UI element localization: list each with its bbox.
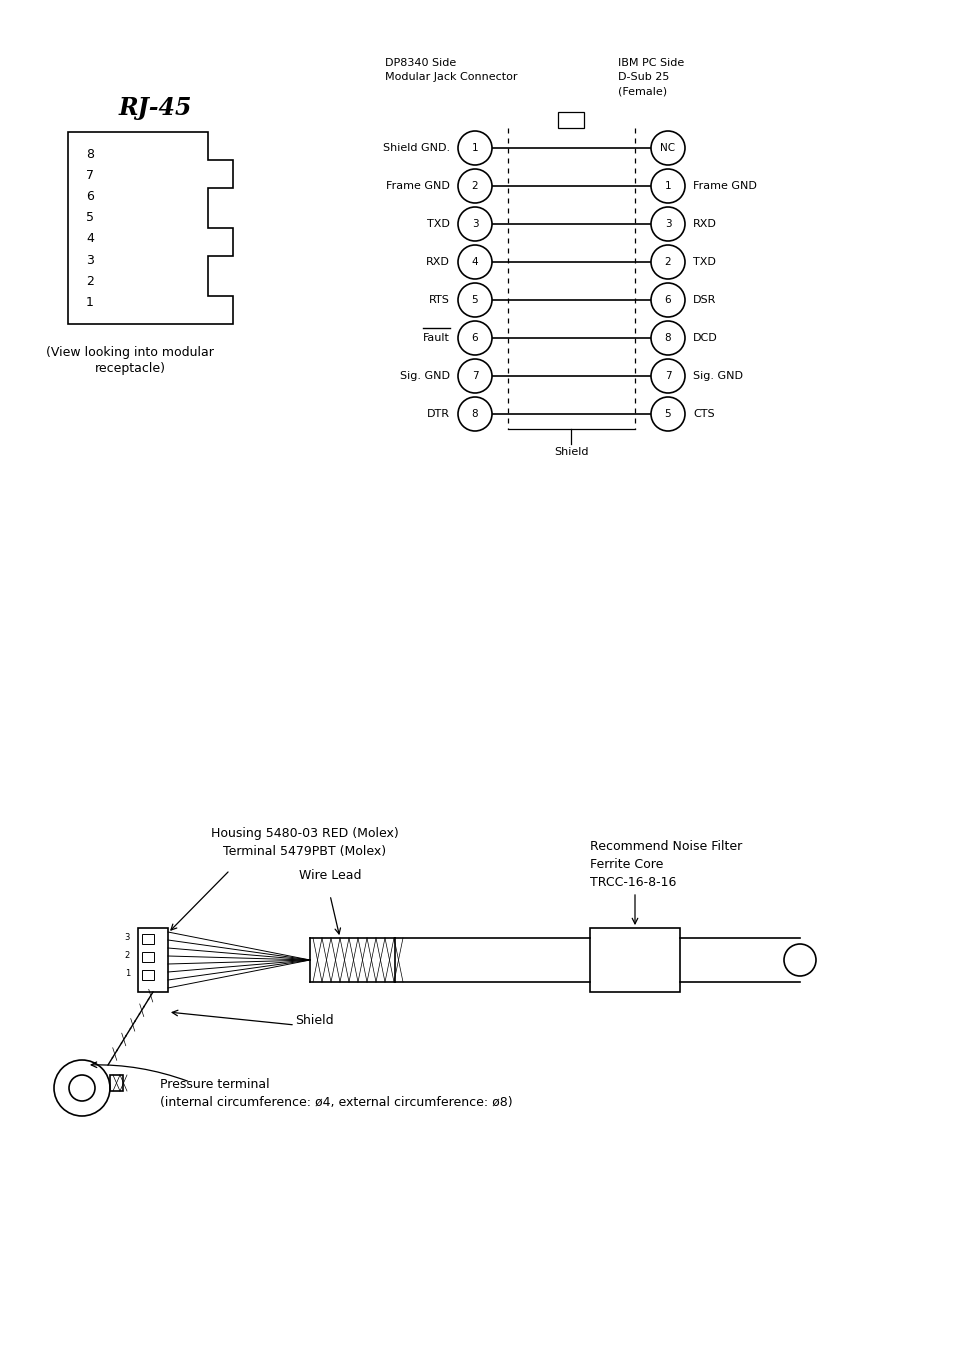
Text: 5: 5: [664, 410, 671, 419]
Text: 6: 6: [471, 333, 477, 343]
Text: 1: 1: [125, 969, 130, 979]
Text: 3: 3: [86, 254, 93, 266]
Text: CTS: CTS: [692, 410, 714, 419]
Circle shape: [457, 283, 492, 316]
Text: 1: 1: [471, 143, 477, 153]
Circle shape: [457, 360, 492, 393]
Circle shape: [650, 397, 684, 431]
Text: 6: 6: [86, 189, 93, 203]
Circle shape: [457, 207, 492, 241]
Text: Fault: Fault: [423, 333, 450, 343]
Text: 2: 2: [86, 274, 93, 288]
Text: Housing 5480-03 RED (Molex): Housing 5480-03 RED (Molex): [211, 827, 398, 840]
Text: receptacle): receptacle): [94, 362, 165, 375]
Circle shape: [457, 169, 492, 203]
Text: RJ-45: RJ-45: [118, 96, 192, 120]
Text: NC: NC: [659, 143, 675, 153]
Text: DP8340 Side
Modular Jack Connector: DP8340 Side Modular Jack Connector: [385, 58, 517, 82]
Text: Shield GND.: Shield GND.: [382, 143, 450, 153]
Text: 1: 1: [86, 296, 93, 310]
Text: 3: 3: [471, 219, 477, 228]
Text: Recommend Noise Filter
Ferrite Core
TRCC-16-8-16: Recommend Noise Filter Ferrite Core TRCC…: [589, 840, 741, 890]
Text: DCD: DCD: [692, 333, 717, 343]
Text: 3: 3: [664, 219, 671, 228]
Text: TXD: TXD: [427, 219, 450, 228]
Text: RXD: RXD: [426, 257, 450, 266]
Text: IBM PC Side
D-Sub 25
(Female): IBM PC Side D-Sub 25 (Female): [618, 58, 683, 96]
Text: 7: 7: [471, 370, 477, 381]
Text: 6: 6: [664, 295, 671, 306]
Text: TXD: TXD: [692, 257, 715, 266]
Text: 7: 7: [86, 169, 94, 181]
Circle shape: [457, 131, 492, 165]
Text: 3: 3: [125, 933, 130, 942]
Circle shape: [650, 207, 684, 241]
Circle shape: [650, 245, 684, 279]
Text: 7: 7: [664, 370, 671, 381]
Text: DTR: DTR: [427, 410, 450, 419]
Text: DSR: DSR: [692, 295, 716, 306]
Text: 8: 8: [471, 410, 477, 419]
Bar: [142, 952, 153, 963]
Text: 1: 1: [664, 181, 671, 191]
Text: 5: 5: [86, 211, 94, 224]
Circle shape: [457, 245, 492, 279]
Text: 4: 4: [471, 257, 477, 266]
Text: Frame GND: Frame GND: [386, 181, 450, 191]
Circle shape: [457, 320, 492, 356]
Bar: [558, 112, 584, 128]
Text: 4: 4: [86, 233, 93, 245]
Text: RTS: RTS: [429, 295, 450, 306]
Circle shape: [650, 283, 684, 316]
Text: 5: 5: [471, 295, 477, 306]
Text: 2: 2: [125, 952, 130, 960]
Text: 8: 8: [86, 147, 94, 161]
Circle shape: [650, 320, 684, 356]
Text: Sig. GND: Sig. GND: [399, 370, 450, 381]
Bar: [589, 927, 679, 992]
Text: (View looking into modular: (View looking into modular: [46, 346, 213, 360]
Text: Terminal 5479PBT (Molex): Terminal 5479PBT (Molex): [223, 845, 386, 859]
Text: Frame GND: Frame GND: [692, 181, 756, 191]
Text: RXD: RXD: [692, 219, 716, 228]
Circle shape: [650, 131, 684, 165]
Bar: [142, 934, 153, 944]
Circle shape: [457, 397, 492, 431]
Text: Wire Lead: Wire Lead: [298, 869, 361, 882]
Text: Shield: Shield: [294, 1014, 334, 1026]
Circle shape: [650, 360, 684, 393]
Text: 2: 2: [471, 181, 477, 191]
Text: 2: 2: [664, 257, 671, 266]
Bar: [142, 969, 153, 980]
Bar: [138, 927, 168, 992]
Text: Sig. GND: Sig. GND: [692, 370, 742, 381]
Text: 8: 8: [664, 333, 671, 343]
Text: Pressure terminal
(internal circumference: ø4, external circumference: ø8): Pressure terminal (internal circumferenc…: [160, 1078, 512, 1109]
Circle shape: [650, 169, 684, 203]
Text: Shield: Shield: [554, 448, 588, 457]
Bar: [110, 1075, 123, 1091]
